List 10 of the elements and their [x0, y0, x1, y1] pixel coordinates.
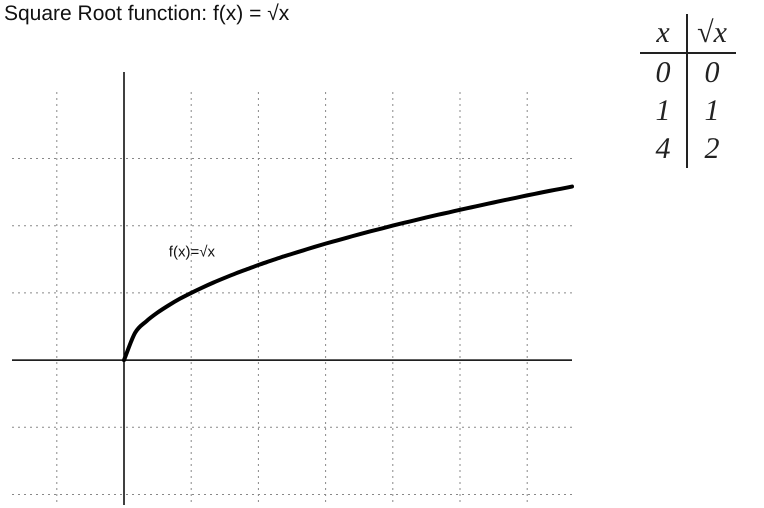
text: 0 — [704, 55, 720, 91]
annotation: f(x)=√x — [168, 244, 216, 261]
text: 1 — [704, 93, 720, 129]
text: 2 — [704, 131, 720, 167]
chart-title: Square Root function: f(x) = √x — [4, 2, 290, 26]
text: 1 — [640, 92, 688, 130]
text: 0 — [640, 54, 688, 92]
text: √x — [688, 14, 736, 54]
text: 4 — [640, 130, 688, 168]
text: x — [640, 14, 688, 54]
